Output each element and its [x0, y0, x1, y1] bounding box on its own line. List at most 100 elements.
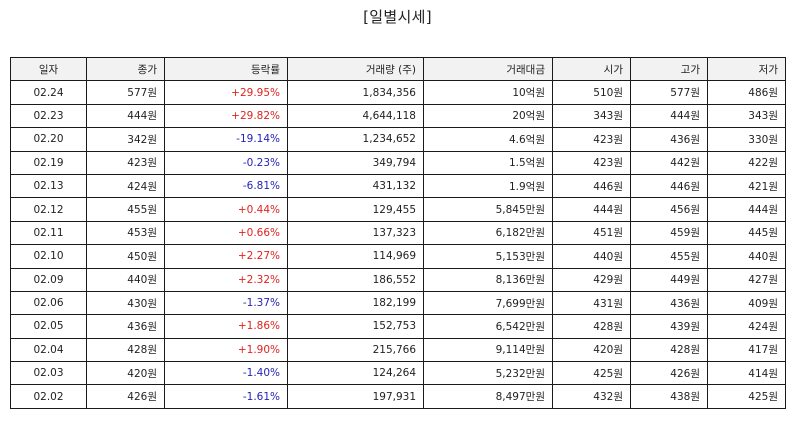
cell-low: 440원 [707, 244, 786, 269]
cell-volume: 4,644,118 [287, 103, 424, 129]
cell-volume: 114,969 [287, 244, 424, 269]
cell-close: 453원 [86, 220, 165, 246]
cell-change-rate: -1.37% [164, 290, 288, 316]
cell-close: 440원 [86, 267, 165, 292]
cell-trade-amount: 6,542만원 [423, 314, 553, 339]
cell-low: 421원 [707, 173, 786, 199]
cell-close: 423원 [86, 150, 165, 175]
cell-low: 427원 [707, 267, 786, 292]
cell-low: 422원 [707, 150, 786, 175]
cell-high: 444원 [630, 103, 708, 129]
table-row: 02.06 430원 -1.37% 182,199 7,699만원 431원 436원 409… [10, 290, 786, 316]
cell-date: 02.05 [10, 314, 87, 339]
cell-trade-amount: 7,699만원 [423, 290, 553, 316]
cell-high: 449원 [630, 267, 708, 292]
cell-trade-amount: 1.9억원 [423, 173, 553, 199]
cell-low: 409원 [707, 290, 786, 316]
cell-high: 455원 [630, 244, 708, 269]
daily-price-table: 일자 종가 등락률 거래량 (주) 거래대금 시가 고가 저가 02.24 577… [10, 56, 786, 409]
cell-open: 420원 [552, 337, 631, 363]
cell-open: 343원 [552, 103, 631, 129]
cell-open: 440원 [552, 244, 631, 269]
cell-change-rate: +1.90% [164, 337, 288, 363]
cell-open: 425원 [552, 361, 631, 386]
cell-low: 445원 [707, 220, 786, 246]
table-row: 02.24 577원 +29.95% 1,834,356 10억원 510원 577원 486… [10, 80, 786, 105]
cell-open: 428원 [552, 314, 631, 339]
table-row: 02.13 424원 -6.81% 431,132 1.9억원 446원 446원 421원 [10, 173, 786, 199]
cell-close: 430원 [86, 290, 165, 316]
cell-date: 02.23 [10, 103, 87, 129]
cell-volume: 431,132 [287, 173, 424, 199]
cell-open: 510원 [552, 80, 631, 105]
cell-open: 446원 [552, 173, 631, 199]
cell-low: 425원 [707, 384, 786, 409]
cell-change-rate: +1.86% [164, 314, 288, 339]
cell-open: 429원 [552, 267, 631, 292]
table-row: 02.09 440원 +2.32% 186,552 8,136만원 429원 449원 427… [10, 267, 786, 292]
cell-trade-amount: 6,182만원 [423, 220, 553, 246]
cell-date: 02.09 [10, 267, 87, 292]
cell-low: 486원 [707, 80, 786, 105]
cell-change-rate: -0.23% [164, 150, 288, 175]
cell-volume: 1,234,652 [287, 127, 424, 152]
cell-volume: 152,753 [287, 314, 424, 339]
cell-trade-amount: 20억원 [423, 103, 553, 129]
cell-low: 444원 [707, 197, 786, 222]
cell-trade-amount: 8,497만원 [423, 384, 553, 409]
cell-date: 02.12 [10, 197, 87, 222]
cell-close: 450원 [86, 244, 165, 269]
cell-volume: 182,199 [287, 290, 424, 316]
cell-high: 436원 [630, 290, 708, 316]
cell-open: 423원 [552, 127, 631, 152]
cell-date: 02.02 [10, 384, 87, 409]
cell-open: 451원 [552, 220, 631, 246]
cell-close: 428원 [86, 337, 165, 363]
cell-high: 438원 [630, 384, 708, 409]
header-trade-amount: 거래대금 [423, 56, 553, 82]
table-row: 02.10 450원 +2.27% 114,969 5,153만원 440원 455원 440… [10, 244, 786, 269]
cell-trade-amount: 5,232만원 [423, 361, 553, 386]
cell-close: 426원 [86, 384, 165, 409]
table-row: 02.04 428원 +1.90% 215,766 9,114만원 420원 428원 417… [10, 337, 786, 363]
header-low: 저가 [707, 56, 786, 82]
header-volume: 거래량 (주) [287, 56, 424, 82]
cell-open: 444원 [552, 197, 631, 222]
cell-low: 424원 [707, 314, 786, 339]
cell-high: 436원 [630, 127, 708, 152]
header-close: 종가 [86, 56, 165, 82]
cell-close: 424원 [86, 173, 165, 199]
header-change-rate: 등락률 [164, 56, 288, 82]
cell-open: 423원 [552, 150, 631, 175]
cell-high: 459원 [630, 220, 708, 246]
cell-trade-amount: 9,114만원 [423, 337, 553, 363]
table-row: 02.03 420원 -1.40% 124,264 5,232만원 425원 426원 414… [10, 361, 786, 386]
cell-close: 436원 [86, 314, 165, 339]
cell-volume: 1,834,356 [287, 80, 424, 105]
cell-low: 330원 [707, 127, 786, 152]
cell-date: 02.19 [10, 150, 87, 175]
header-open: 시가 [552, 56, 631, 82]
cell-change-rate: +0.44% [164, 197, 288, 222]
cell-volume: 186,552 [287, 267, 424, 292]
cell-high: 439원 [630, 314, 708, 339]
cell-volume: 197,931 [287, 384, 424, 409]
cell-volume: 349,794 [287, 150, 424, 175]
cell-change-rate: -19.14% [164, 127, 288, 152]
cell-change-rate: +2.32% [164, 267, 288, 292]
cell-trade-amount: 10억원 [423, 80, 553, 105]
cell-high: 456원 [630, 197, 708, 222]
table-row: 02.11 453원 +0.66% 137,323 6,182만원 451원 459원 445… [10, 220, 786, 246]
cell-high: 446원 [630, 173, 708, 199]
cell-date: 02.03 [10, 361, 87, 386]
cell-change-rate: -6.81% [164, 173, 288, 199]
cell-open: 431원 [552, 290, 631, 316]
table-row: 02.20 342원 -19.14% 1,234,652 4.6억원 423원 436원 33… [10, 127, 786, 152]
cell-change-rate: +29.95% [164, 80, 288, 105]
table-row: 02.05 436원 +1.86% 152,753 6,542만원 428원 439원 424… [10, 314, 786, 339]
cell-high: 577원 [630, 80, 708, 105]
cell-volume: 129,455 [287, 197, 424, 222]
cell-low: 414원 [707, 361, 786, 386]
cell-date: 02.04 [10, 337, 87, 363]
cell-high: 426원 [630, 361, 708, 386]
